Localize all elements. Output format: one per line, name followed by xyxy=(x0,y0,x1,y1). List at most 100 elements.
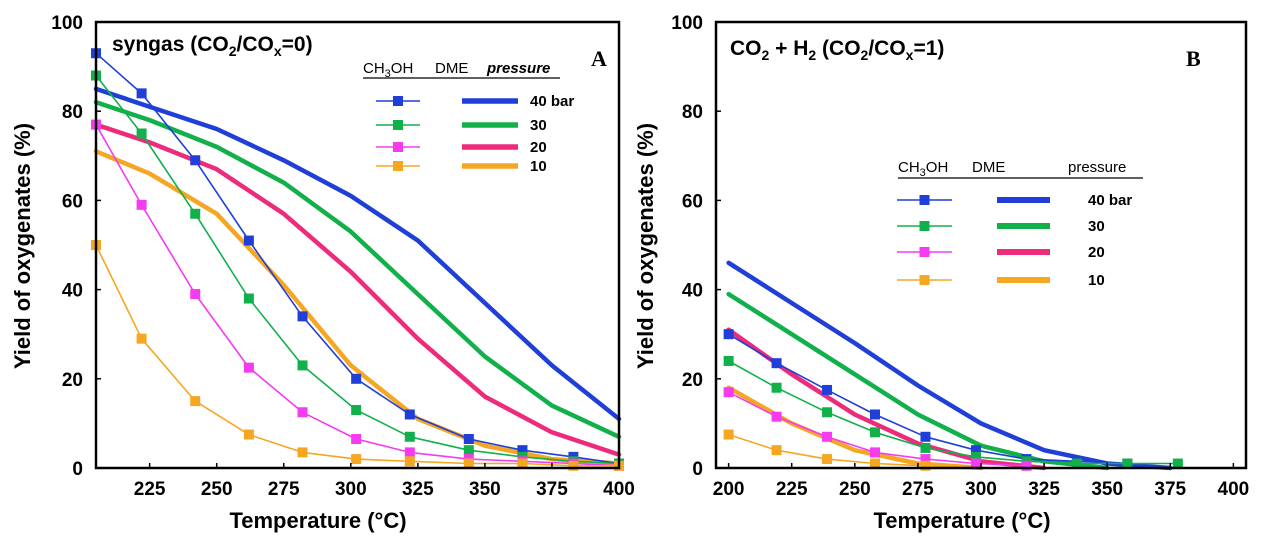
panel-b-x-tick-label: 350 xyxy=(1091,479,1123,500)
panel-a-point-ch3oh-20 xyxy=(298,407,308,417)
panel-a-letter: A xyxy=(591,46,607,71)
panel-b-point-ch3oh-40-bar xyxy=(920,432,930,442)
panel-a: 225 250 275 300 325 350 375 400 0 20 40 60 80 100 syn… xyxy=(10,13,635,533)
panel-a-legend-label: 10 xyxy=(530,158,547,175)
panel-a-point-ch3oh-30 xyxy=(351,405,361,415)
panel-a-legend-ch3oh-marker xyxy=(393,96,403,106)
panel-a-title: syngas (CO2/COx=0) xyxy=(112,33,313,59)
panel-b-point-ch3oh-10 xyxy=(772,445,782,455)
panel-b-x-tick-label: 325 xyxy=(1028,479,1060,500)
panel-b-y-tick-label: 20 xyxy=(682,370,703,391)
panel-b-legend-label: 40 bar xyxy=(1088,192,1132,209)
panel-a-legend-label: 20 xyxy=(530,139,547,156)
panel-b-frame xyxy=(716,22,1246,468)
panel-a-point-ch3oh-20 xyxy=(137,200,147,210)
panel-a-point-ch3oh-30 xyxy=(244,294,254,304)
panel-a-point-ch3oh-40-bar xyxy=(298,311,308,321)
panel-b-x-tick-label: 200 xyxy=(713,479,745,500)
panel-a-point-ch3oh-30 xyxy=(190,209,200,219)
panel-a-x-tick-label: 325 xyxy=(402,479,434,500)
panel-a-y-tick-label: 80 xyxy=(62,102,83,123)
panel-a-point-ch3oh-10 xyxy=(244,430,254,440)
panel-a-x-tick-label: 250 xyxy=(201,479,233,500)
legend-a-header-pressure: pressure xyxy=(486,60,550,77)
panel-a-point-ch3oh-10 xyxy=(190,396,200,406)
panel-a-legend-label: 30 xyxy=(530,117,547,134)
panel-b-ticks: 200 225 250 275 300 325 350 375 400 0 20 40 60 80 100 xyxy=(671,13,1249,500)
panel-b-series-dme-40-bar xyxy=(729,263,1171,468)
panel-b-point-ch3oh-10 xyxy=(920,461,930,471)
panel-a-y-tick-label: 100 xyxy=(51,13,83,34)
panel-b-legend-label: 20 xyxy=(1088,244,1105,261)
panel-a-legend: CH3OH DME pressure 40 bar 30 20 10 xyxy=(363,60,574,175)
panel-b-y-axis-label: Yield of oxygenates (%) xyxy=(633,123,658,369)
panel-a-y-tick-label: 60 xyxy=(62,191,83,212)
panel-b-point-ch3oh-30 xyxy=(772,383,782,393)
legend-a-items: 40 bar 30 20 10 xyxy=(376,93,574,175)
panel-a-legend-ch3oh-marker xyxy=(393,161,403,171)
panel-b-legend-ch3oh-marker xyxy=(920,247,930,257)
panel-a-point-ch3oh-40-bar xyxy=(351,374,361,384)
panel-b-point-ch3oh-30 xyxy=(870,427,880,437)
panel-b-point-ch3oh-20 xyxy=(870,447,880,457)
panel-a-x-tick-label: 300 xyxy=(335,479,367,500)
legend-a-header-ch3oh: CH3OH xyxy=(363,60,413,80)
panel-b-x-tick-label: 300 xyxy=(965,479,997,500)
panel-b-point-ch3oh-40-bar xyxy=(724,329,734,339)
panel-b-point-ch3oh-30 xyxy=(822,407,832,417)
panel-a-frame xyxy=(96,22,619,468)
panel-a-x-tick-label: 400 xyxy=(603,479,635,500)
panel-a-point-ch3oh-30 xyxy=(464,445,474,455)
panel-b-point-ch3oh-10 xyxy=(822,454,832,464)
panel-a-point-ch3oh-20 xyxy=(405,447,415,457)
panel-a-point-ch3oh-20 xyxy=(351,434,361,444)
panel-b-x-tick-label: 250 xyxy=(839,479,871,500)
panel-a-y-tick-label: 20 xyxy=(62,370,83,391)
panel-b-x-tick-label: 275 xyxy=(902,479,934,500)
panel-b-legend-ch3oh-marker xyxy=(920,195,930,205)
panel-b: 200 225 250 275 300 325 350 375 400020406080100 … xyxy=(633,13,1249,533)
panel-b-point-ch3oh-30 xyxy=(920,443,930,453)
panel-b-point-ch3oh-20 xyxy=(772,412,782,422)
panel-b-letter: B xyxy=(1186,46,1201,71)
panel-b-title: CO2 + H2 (CO2/COx=1) xyxy=(730,37,944,63)
panel-b-y-tick-label: 80 xyxy=(682,102,703,123)
panel-a-y-axis-label: Yield of oxygenates (%) xyxy=(10,123,35,369)
panel-a-x-tick-label: 350 xyxy=(469,479,501,500)
panel-a-point-ch3oh-10 xyxy=(137,334,147,344)
panel-a-point-ch3oh-40-bar xyxy=(464,434,474,444)
panel-b-point-ch3oh-40-bar xyxy=(772,358,782,368)
panel-b-legend-label: 10 xyxy=(1088,272,1105,289)
panel-a-point-ch3oh-40-bar xyxy=(405,409,415,419)
panel-b-x-tick-label: 400 xyxy=(1218,479,1250,500)
panel-a-point-ch3oh-30 xyxy=(405,432,415,442)
panel-a-x-tick-label: 275 xyxy=(268,479,300,500)
panel-a-y-tick-label: 0 xyxy=(72,459,83,480)
panel-a-point-ch3oh-30 xyxy=(298,360,308,370)
panel-b-point-ch3oh-20 xyxy=(822,432,832,442)
panel-a-point-ch3oh-10 xyxy=(351,454,361,464)
panel-a-point-ch3oh-40-bar xyxy=(137,88,147,98)
panel-b-legend-ch3oh-marker xyxy=(920,275,930,285)
panel-b-legend: CH3OH DME pressure 40 bar302010 xyxy=(897,159,1143,289)
panel-a-point-ch3oh-30 xyxy=(137,129,147,139)
panel-a-legend-label: 40 bar xyxy=(530,93,574,110)
panel-b-point-ch3oh-20 xyxy=(724,387,734,397)
panel-b-point-ch3oh-30 xyxy=(724,356,734,366)
legend-b-header-pressure: pressure xyxy=(1068,159,1126,176)
panel-b-series xyxy=(724,263,1183,471)
panel-a-point-ch3oh-10 xyxy=(568,461,578,471)
panel-a-legend-ch3oh-marker xyxy=(393,142,403,152)
panel-a-point-ch3oh-10 xyxy=(405,456,415,466)
panel-b-x-axis-label: Temperature (°C) xyxy=(873,508,1050,533)
panel-b-legend-label: 30 xyxy=(1088,218,1105,235)
panel-b-legend-ch3oh-marker xyxy=(920,221,930,231)
legend-b-header-ch3oh: CH3OH xyxy=(898,159,948,179)
panel-b-y-tick-label: 60 xyxy=(682,191,703,212)
panel-a-point-ch3oh-20 xyxy=(190,289,200,299)
panel-a-point-ch3oh-10 xyxy=(298,447,308,457)
panel-a-legend-ch3oh-marker xyxy=(393,120,403,130)
panel-a-point-ch3oh-40-bar xyxy=(244,236,254,246)
panel-a-point-ch3oh-40-bar xyxy=(190,155,200,165)
